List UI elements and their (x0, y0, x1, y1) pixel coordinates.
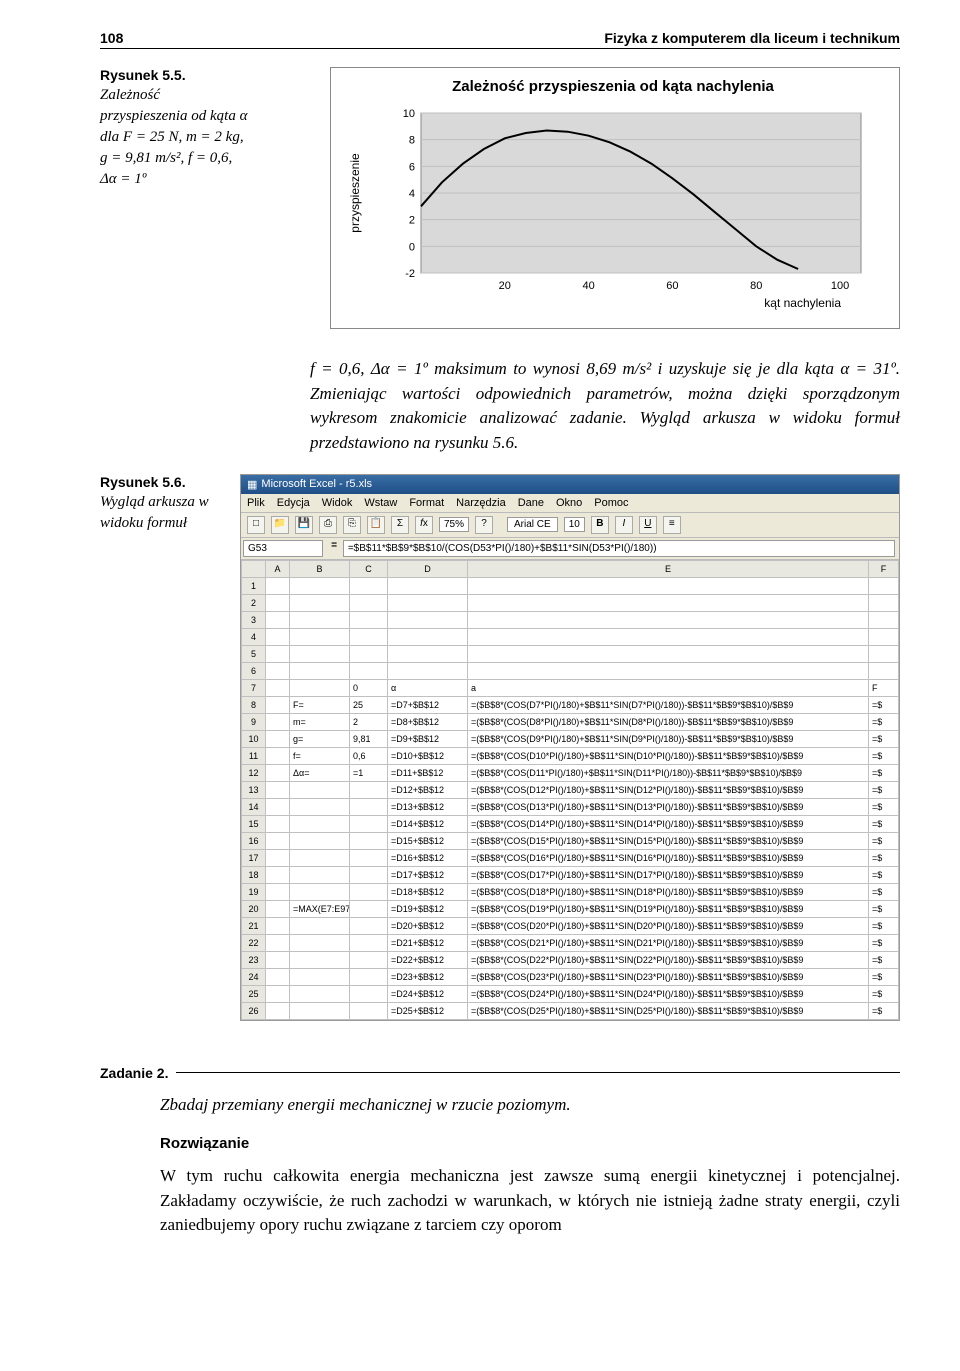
excel-formula-bar: G53 = =$B$11*$B$9*$B$10/(COS(D53*PI()/18… (241, 538, 899, 560)
italic-icon[interactable]: I (615, 516, 633, 534)
svg-text:40: 40 (582, 280, 594, 292)
sum-icon[interactable]: Σ (391, 516, 409, 534)
svg-text:0: 0 (409, 241, 415, 253)
solution-label: Rozwiązanie (160, 1135, 900, 1152)
fx-icon[interactable]: fx (415, 516, 433, 534)
excel-title-text: Microsoft Excel - r5.xls (261, 478, 372, 490)
page-number: 108 (100, 30, 123, 46)
new-icon[interactable]: □ (247, 516, 265, 534)
paste-icon[interactable]: 📋 (367, 516, 385, 534)
excel-grid[interactable]: ABCDEF12345670αaF8F=25=D7+$B$12=($B$8*(C… (241, 560, 899, 1020)
open-icon[interactable]: 📁 (271, 516, 289, 534)
chart-svg: -2 0 2 4 6 8 10 20 40 60 80 100 przyspieszenie kąt na… (341, 103, 881, 313)
svg-text:20: 20 (499, 280, 511, 292)
svg-text:4: 4 (409, 188, 415, 200)
chart-title: Zależność przyspieszenia od kąta nachyle… (341, 78, 885, 95)
svg-text:2: 2 (409, 215, 415, 227)
excel-titlebar: ▦ Microsoft Excel - r5.xls (241, 475, 899, 494)
fontsize-box[interactable]: 10 (564, 517, 585, 532)
svg-text:kąt nachylenia: kąt nachylenia (764, 296, 841, 310)
exercise-2-task: Zbadaj przemiany energii mechanicznej w … (160, 1093, 900, 1118)
solution-body: W tym ruchu całkowita energia mechaniczn… (160, 1164, 900, 1238)
copy-icon[interactable]: ⎘ (343, 516, 361, 534)
help-icon[interactable]: ? (475, 516, 493, 534)
menu-item[interactable]: Okno (556, 497, 582, 509)
paragraph-result: f = 0,6, Δα = 1º maksimum to wynosi 8,69… (310, 357, 900, 456)
menu-item[interactable]: Narzędzia (456, 497, 506, 509)
svg-text:6: 6 (409, 161, 415, 173)
figure-5-6-desc: Wygląd arkusza w widoku formuł (100, 492, 228, 534)
menu-item[interactable]: Plik (247, 497, 265, 509)
save-icon[interactable]: 💾 (295, 516, 313, 534)
svg-text:80: 80 (750, 280, 762, 292)
svg-text:100: 100 (831, 280, 849, 292)
excel-menubar: Plik Edycja Widok Wstaw Format Narzędzia Dane O… (241, 494, 899, 513)
menu-item[interactable]: Widok (322, 497, 353, 509)
bold-icon[interactable]: B (591, 516, 609, 534)
excel-toolbar: □ 📁 💾 ⎙ ⎘ 📋 Σ fx 75% ? Arial CE 10 B I U… (241, 513, 899, 538)
book-title: Fizyka z komputerem dla liceum i technik… (604, 30, 900, 46)
underline-icon[interactable]: U (639, 516, 657, 534)
menu-item[interactable]: Format (409, 497, 444, 509)
svg-text:10: 10 (403, 108, 415, 120)
svg-text:8: 8 (409, 135, 415, 147)
exercise-2-header: Zadanie 2. (100, 1065, 900, 1081)
name-box[interactable]: G53 (243, 540, 323, 557)
figure-5-5-desc: Zależność przyspieszenia od kąta α dla F… (100, 85, 310, 190)
svg-text:60: 60 (666, 280, 678, 292)
svg-text:przyspieszenie: przyspieszenie (348, 153, 362, 233)
zoom-box[interactable]: 75% (439, 517, 469, 532)
svg-text:-2: -2 (405, 268, 415, 280)
excel-icon: ▦ (247, 478, 257, 491)
fx-label: = (325, 538, 343, 559)
excel-window: ▦ Microsoft Excel - r5.xls Plik Edycja Wid… (240, 474, 900, 1021)
menu-item[interactable]: Dane (518, 497, 544, 509)
figure-5-6-label: Rysunek 5.6. (100, 474, 228, 490)
align-icon[interactable]: ≡ (663, 516, 681, 534)
menu-item[interactable]: Pomoc (594, 497, 628, 509)
menu-item[interactable]: Wstaw (364, 497, 397, 509)
print-icon[interactable]: ⎙ (319, 516, 337, 534)
chart-container: Zależność przyspieszenia od kąta nachyle… (330, 67, 900, 329)
formula-input[interactable]: =$B$11*$B$9*$B$10/(COS(D53*PI()/180)+$B$… (343, 540, 895, 557)
figure-5-5-label: Rysunek 5.5. (100, 67, 310, 83)
font-box[interactable]: Arial CE (507, 517, 558, 532)
menu-item[interactable]: Edycja (277, 497, 310, 509)
page-header: 108 Fizyka z komputerem dla liceum i tec… (100, 30, 900, 49)
